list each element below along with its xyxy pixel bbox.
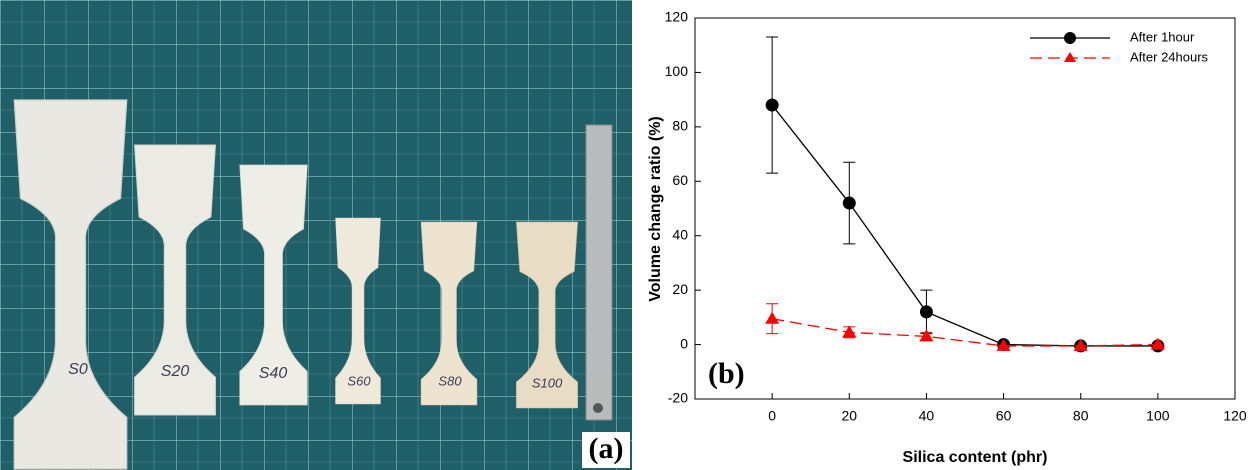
series-line [772,318,1158,347]
data-point [1150,337,1165,350]
x-tick-label: 100 [1146,408,1170,424]
x-tick-label: 60 [996,408,1012,424]
plot-frame [694,17,1236,400]
panel-label-bg [582,432,630,468]
legend-marker [1064,32,1076,44]
specimen-label: S60 [347,373,371,388]
y-tick-label: -20 [668,390,688,406]
specimen-label: S100 [532,375,563,390]
specimen-label: S40 [259,365,288,382]
x-tick-label: 40 [919,408,935,424]
ruler-hole [593,403,603,413]
data-point [765,98,779,112]
panel-label: (b) [708,357,745,390]
data-point [919,305,933,319]
x-tick-label: 120 [1223,408,1247,424]
specimen-label: S80 [438,373,462,388]
data-point [919,329,934,342]
legend-label: After 1hour [1130,29,1195,44]
specimen-label: S20 [161,363,190,380]
data-point [765,311,780,324]
data-point [996,338,1011,351]
legend-label: After 24hours [1130,49,1209,64]
y-axis-title: Volume change ratio (%) [647,116,664,302]
chart: Silica content (phr) Volume change ratio… [647,9,1247,467]
data-point [842,325,857,338]
x-axis-title: Silica content (phr) [903,449,1048,466]
y-tick-label: 0 [680,335,688,351]
data-point [1073,338,1088,351]
x-tick-label: 20 [841,408,857,424]
x-tick-label: 80 [1073,408,1089,424]
y-tick-label: 120 [665,9,689,25]
data-point [842,196,856,210]
y-tick-label: 20 [672,281,688,297]
series-line [771,104,1158,347]
y-tick-label: 40 [672,226,688,242]
ruler [585,124,613,421]
specimen-label: S0 [68,361,88,378]
panel-label: (a) [589,432,624,465]
y-tick-label: 80 [672,118,688,134]
x-tick-label: 0 [768,408,776,424]
legend-marker [1064,52,1076,62]
photo: S0 S20 S40 S60 S80 S100 (a) [0,0,632,470]
y-tick-label: 100 [665,63,689,79]
y-tick-label: 60 [672,172,688,188]
